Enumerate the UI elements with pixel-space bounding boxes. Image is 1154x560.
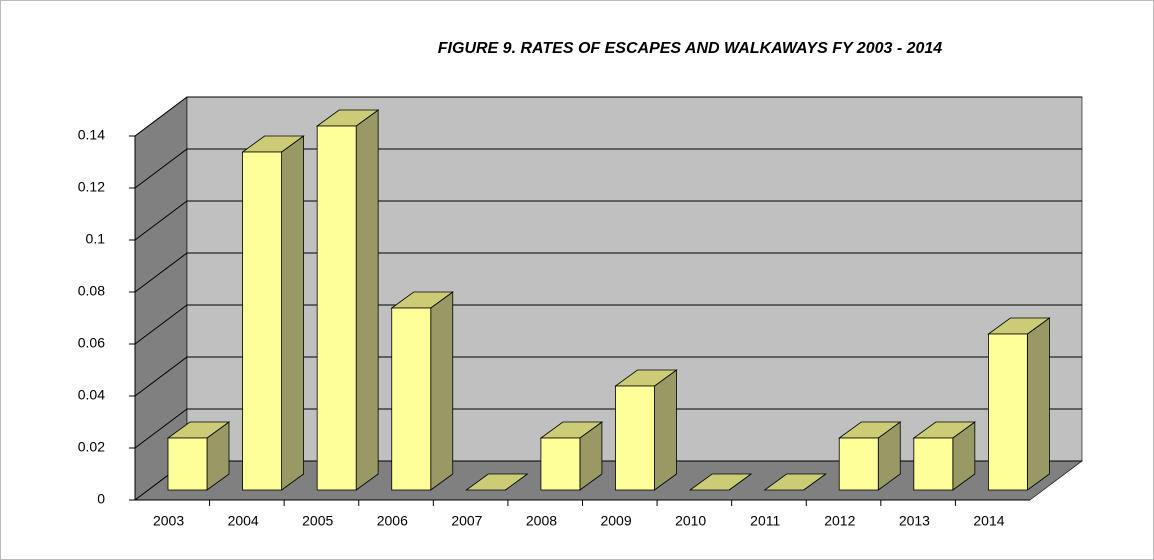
grid-line xyxy=(134,200,1082,241)
y-tick-label: 0.04 xyxy=(78,387,105,403)
bar-front xyxy=(615,385,655,491)
labels: 0 0.02 0.04 0.06 0.08 0.1 0.12 0.14 2003 2004 2005… xyxy=(78,127,1005,529)
bar-side xyxy=(355,109,379,491)
y-tick-label: 0 xyxy=(97,491,105,507)
bar-front xyxy=(988,333,1028,491)
bar-front xyxy=(391,307,432,491)
bar-side xyxy=(430,291,454,491)
bar-front xyxy=(242,151,282,491)
bar-side xyxy=(654,369,677,491)
grid-line xyxy=(134,96,1082,137)
y-tick-label: 0.1 xyxy=(86,231,106,247)
x-tick-label: 2010 xyxy=(675,513,706,529)
bar xyxy=(390,291,454,491)
y-tick-label: 0.12 xyxy=(78,179,105,195)
bar xyxy=(465,473,529,491)
bar-top xyxy=(763,473,827,491)
x-tick-label: 2012 xyxy=(824,513,855,529)
grid-line xyxy=(134,304,1082,345)
x-tick-label: 2003 xyxy=(153,513,184,529)
bar-front xyxy=(838,437,879,491)
grid-line xyxy=(134,252,1082,293)
x-tick-label: 2008 xyxy=(526,513,557,529)
bar-front xyxy=(167,437,208,491)
bar-top xyxy=(688,473,753,491)
grid-line xyxy=(134,408,1082,449)
bar-front xyxy=(316,125,357,491)
y-tick-label: 0.06 xyxy=(78,335,105,351)
bar xyxy=(166,421,231,491)
bar xyxy=(763,473,827,491)
bar xyxy=(688,473,753,491)
bar xyxy=(241,135,305,491)
grid-line xyxy=(134,356,1082,397)
x-tick-label: 2013 xyxy=(899,513,930,529)
bar xyxy=(912,421,977,491)
chart-title: FIGURE 9. RATES OF ESCAPES AND WALKAWAYS… xyxy=(438,40,943,57)
bar-front xyxy=(540,437,581,491)
bar xyxy=(614,369,678,491)
bar-side xyxy=(281,135,304,491)
grid-line xyxy=(134,148,1082,189)
x-tick-label: 2006 xyxy=(377,513,408,529)
y-tick-label: 0.08 xyxy=(78,283,105,299)
bar-top xyxy=(465,473,529,491)
x-tick-label: 2009 xyxy=(600,513,631,529)
y-tick-label: 0.02 xyxy=(78,439,105,455)
bar xyxy=(539,421,604,491)
x-tick-label: 2004 xyxy=(228,513,259,529)
x-tick-label: 2014 xyxy=(973,513,1004,529)
x-tick-label: 2007 xyxy=(451,513,482,529)
bar xyxy=(315,109,380,491)
x-tick-label: 2005 xyxy=(302,513,333,529)
bar xyxy=(838,421,902,491)
bar-front xyxy=(913,437,954,491)
bar-side xyxy=(1027,317,1050,491)
y-tick-label: 0.14 xyxy=(78,127,105,143)
bar xyxy=(987,317,1051,491)
bars xyxy=(166,109,1051,491)
x-tick-label: 2011 xyxy=(750,513,780,529)
